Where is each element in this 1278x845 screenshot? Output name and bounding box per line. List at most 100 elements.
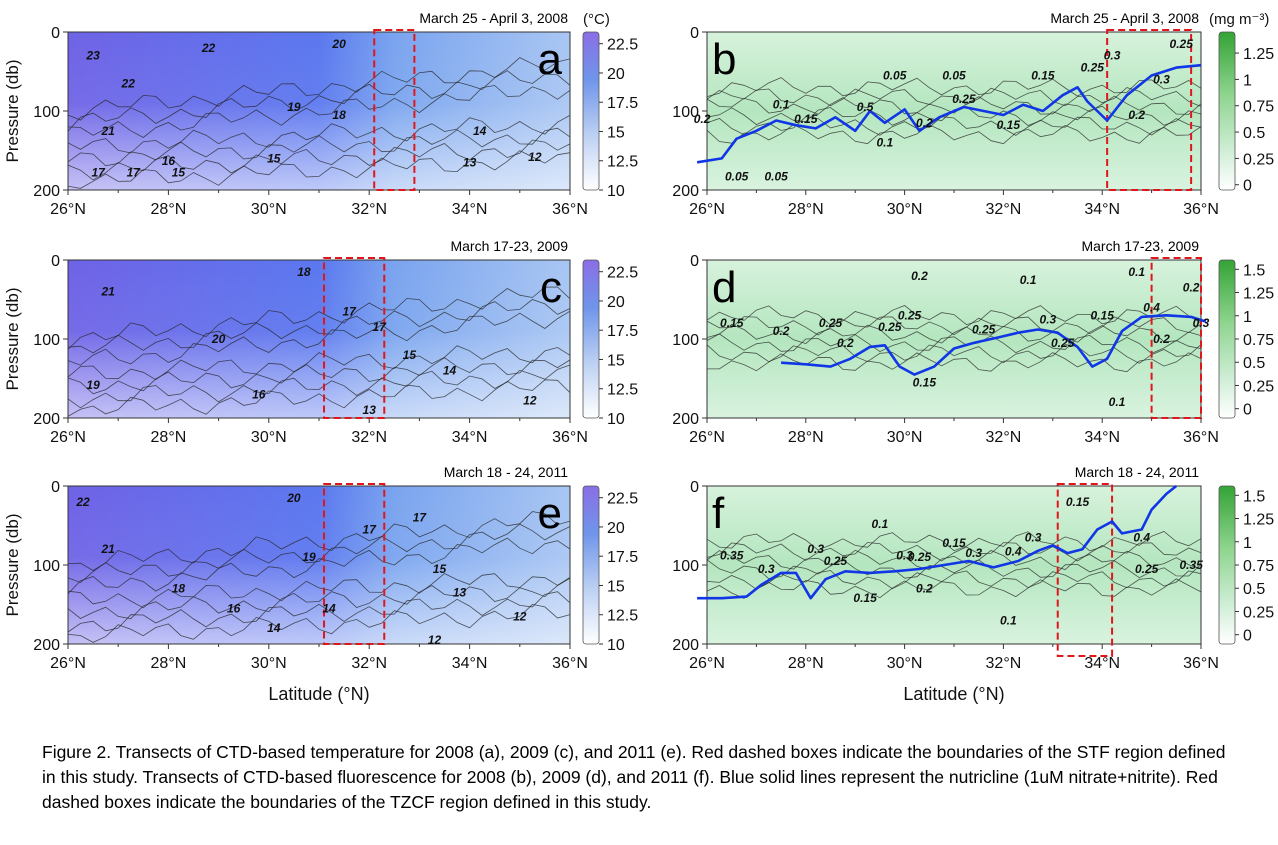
contour-line: [67, 357, 571, 395]
contour-label: 0.25: [952, 92, 976, 106]
colorbar-tick-label: 1.5: [1243, 262, 1265, 279]
colorbar-tick-label: 1: [1243, 309, 1252, 326]
colorbar-tick-label: 10: [607, 183, 625, 200]
contour-line: [706, 87, 1202, 107]
y-tick-label: 0: [690, 479, 699, 496]
contour-line: [67, 573, 571, 609]
contour-label: 0.05: [764, 170, 788, 184]
contour-label: 19: [86, 378, 100, 392]
x-tick-label: 26°N: [50, 429, 86, 446]
contour-label: 21: [100, 542, 115, 556]
colorbar-tick-label: 15: [607, 578, 625, 595]
contour-label: 22: [121, 76, 136, 90]
contour-label: 0.15: [1091, 308, 1115, 322]
contour-label: 0.4: [1133, 530, 1150, 544]
contour-line: [67, 127, 571, 167]
colorbar: [1218, 31, 1236, 191]
x-tick-label: 30°N: [887, 201, 923, 218]
contour-label: 0.4: [1143, 300, 1160, 314]
contour-label: 0.3: [1025, 530, 1042, 544]
panel-date: March 25 - April 3, 2008: [419, 10, 568, 26]
contour-label: 0.2: [694, 112, 711, 126]
colorbar-tick-label: 0.25: [1243, 604, 1274, 621]
contour-label: 16: [227, 601, 241, 615]
contour-label: 0.2: [1183, 281, 1200, 295]
contour-label: 17: [127, 166, 142, 180]
panel-date: March 18 - 24, 2011: [1075, 464, 1199, 480]
colorbar-tick-label: 17.5: [607, 95, 638, 112]
contour-label: 19: [287, 100, 301, 114]
contour-line: [706, 549, 1202, 571]
contour-line: [67, 57, 571, 121]
contour-label: 12: [428, 633, 442, 647]
contour-label: 0.25: [1081, 61, 1105, 75]
contour-line: [706, 344, 1202, 364]
colorbar-tick-label: 15: [607, 352, 625, 369]
nutricline-line: [781, 314, 1207, 376]
panel-letter: a: [538, 35, 563, 84]
colorbar-tick-label: 1: [1243, 535, 1252, 552]
colorbar-tick-label: 22.5: [607, 265, 638, 282]
panel-date: March 25 - April 3, 2008: [1050, 10, 1199, 26]
contour-label: 0.1: [876, 136, 893, 150]
y-tick-label: 200: [33, 411, 60, 428]
y-tick-label: 100: [672, 332, 699, 349]
x-tick-label: 32°N: [986, 429, 1022, 446]
contour-label: 18: [332, 108, 346, 122]
contour-line: [706, 305, 1202, 326]
contour-label: 0.25: [824, 554, 848, 568]
colorbar-tick-label: 10: [607, 411, 625, 428]
x-tick-label: 26°N: [689, 429, 725, 446]
contour-line: [706, 578, 1202, 599]
x-tick-label: 36°N: [1183, 655, 1219, 672]
contour-label: 0.3: [965, 546, 982, 560]
y-tick-label: 200: [33, 637, 60, 654]
contour-label: 0.3: [1153, 72, 1170, 86]
contour-label: 0.3: [1040, 312, 1057, 326]
nutricline-line: [697, 484, 1178, 600]
colorbar-tick-label: 12.5: [607, 382, 638, 399]
x-tick-label: 26°N: [50, 655, 86, 672]
contour-label: 0.15: [942, 536, 966, 550]
y-tick-label: 100: [33, 558, 60, 575]
contour-label: 0.2: [916, 582, 933, 596]
contour-label: 0.15: [794, 112, 818, 126]
x-tick-label: 34°N: [452, 429, 488, 446]
x-tick-label: 36°N: [1183, 429, 1219, 446]
contour-line: [67, 364, 571, 409]
contour-label: 0.25: [1051, 336, 1075, 350]
y-tick-label: 200: [672, 637, 699, 654]
contour-label: 18: [172, 582, 186, 596]
colorbar-tick-label: 0.5: [1243, 355, 1265, 372]
x-tick-label: 36°N: [552, 429, 588, 446]
colorbar-tick-label: 12.5: [607, 608, 638, 625]
x-tick-label: 30°N: [887, 655, 923, 672]
contour-label: 15: [433, 562, 447, 576]
y-axis-label: Pressure (db): [3, 288, 22, 391]
contour-label: 0.3: [758, 562, 775, 576]
contour-line: [706, 570, 1202, 590]
x-tick-label: 34°N: [1084, 201, 1120, 218]
contour-label: 0.3: [896, 549, 913, 563]
contour-line: [706, 116, 1202, 136]
plot-field: [707, 260, 1201, 418]
contour-label: 0.4: [1005, 545, 1022, 559]
plot-field-shade: [68, 32, 570, 190]
x-tick-label: 28°N: [788, 201, 824, 218]
region-box: [1150, 257, 1202, 419]
contour-line: [67, 379, 571, 417]
contour-label: 0.3: [807, 542, 824, 556]
contour-label: 0.2: [916, 116, 933, 130]
x-tick-label: 32°N: [351, 655, 387, 672]
colorbar-tick-label: 1.25: [1243, 512, 1274, 529]
colorbar-tick-label: 1.25: [1243, 46, 1274, 63]
contour-label: 0.3: [1104, 49, 1121, 63]
panel-date: March 18 - 24, 2011: [444, 464, 568, 480]
contour-label: 0.2: [911, 269, 928, 283]
contour-line: [67, 139, 571, 181]
contour-label: 23: [85, 49, 100, 63]
plot-field-shade: [68, 260, 570, 418]
y-tick-label: 100: [33, 104, 60, 121]
contour-label: 14: [473, 124, 487, 138]
